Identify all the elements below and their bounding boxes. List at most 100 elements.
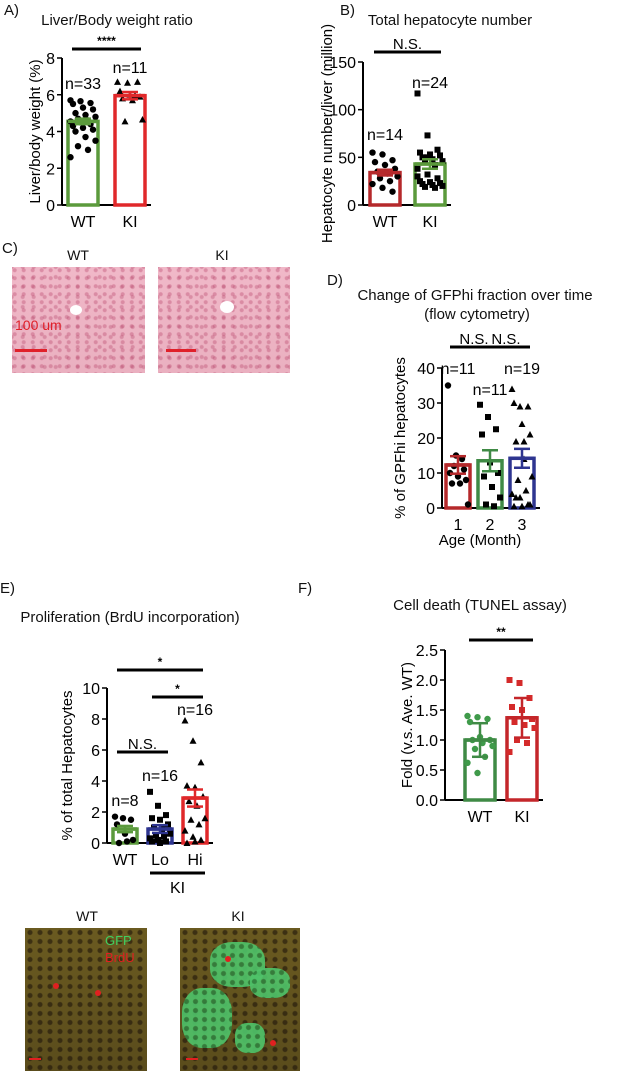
significance-label: * — [175, 682, 180, 696]
data-point — [157, 816, 163, 823]
y-tick-label: 30 — [417, 396, 435, 413]
data-point — [79, 124, 87, 132]
data-point — [69, 122, 77, 130]
data-point — [124, 79, 131, 86]
data-point — [414, 173, 421, 180]
data-point — [189, 833, 197, 840]
data-point — [439, 158, 446, 165]
series-ki: n=24 KI — [412, 75, 448, 231]
data-point — [485, 414, 491, 420]
data-point — [424, 132, 431, 139]
data-point — [89, 106, 97, 113]
y-tick-label: 10 — [82, 681, 100, 698]
panel-label-c: C) — [2, 240, 18, 257]
chart-e: 0 2 4 6 8 10 % of total Hepatocytes n=8 WT n=16 Lo… — [59, 655, 213, 897]
series-wt: n=33 WT — [65, 76, 101, 231]
y-tick-label: 2 — [46, 161, 55, 178]
data-point — [67, 154, 74, 161]
n-label: n=16 — [177, 702, 213, 719]
y-tick-label: 8 — [91, 712, 100, 729]
y-tick-label: 0.0 — [416, 793, 438, 810]
central-vein — [70, 305, 82, 315]
chart-f-title: Cell death (TUNEL assay) — [393, 597, 567, 614]
data-point — [201, 814, 209, 822]
data-point — [524, 403, 532, 410]
n-label: n=16 — [142, 768, 178, 785]
significance-label: N.S. — [128, 736, 157, 753]
y-tick-label: 2.0 — [416, 673, 438, 690]
n-label: n=14 — [367, 127, 403, 144]
series-wt: n=8 WT — [111, 793, 139, 869]
x-tick-label: KI — [122, 214, 137, 231]
data-point — [489, 742, 496, 750]
legend-brdu: BrdU — [105, 950, 135, 965]
y-tick-label: 20 — [417, 431, 435, 448]
data-point — [526, 431, 534, 438]
scale-bar — [29, 1058, 41, 1060]
brdu-nucleus — [53, 983, 59, 989]
data-point — [508, 385, 516, 392]
brdu-nucleus — [270, 1040, 276, 1046]
data-point — [82, 111, 89, 119]
x-tick-label: WT — [71, 214, 96, 231]
data-point — [189, 737, 197, 744]
data-point — [139, 116, 146, 123]
data-point — [477, 401, 483, 408]
data-point — [116, 87, 124, 95]
brdu-nucleus — [225, 956, 231, 962]
data-point — [191, 837, 199, 845]
data-point — [531, 725, 538, 731]
legend-gfp: GFP — [105, 933, 132, 948]
data-point — [422, 159, 428, 166]
data-point — [163, 812, 169, 819]
data-point — [185, 797, 193, 805]
y-axis-label: % of GPFhi hepatocytes — [392, 357, 409, 519]
data-point — [489, 484, 495, 490]
x-tick-label: WT — [468, 809, 493, 826]
data-point — [479, 431, 485, 438]
series-1: n=11 1 — [441, 361, 476, 534]
data-point — [381, 161, 389, 169]
data-point — [72, 128, 79, 135]
significance-label: * — [158, 655, 163, 669]
data-point — [521, 722, 528, 728]
n-label: n=11 — [113, 60, 148, 77]
data-point — [195, 820, 203, 828]
data-point — [183, 782, 191, 789]
significance-label: **** — [97, 34, 116, 48]
histology-wt-image: 100 um — [12, 267, 145, 373]
series-hi: n=16 Hi — [177, 702, 213, 869]
data-point — [79, 104, 87, 111]
data-point — [491, 503, 497, 510]
chart-a-title: Liver/Body weight ratio — [41, 12, 193, 29]
significance-label: N.S. — [491, 331, 520, 348]
data-point — [197, 836, 205, 843]
data-point — [187, 816, 195, 823]
data-point — [444, 382, 452, 389]
series-3: n=19 3 — [504, 361, 540, 534]
data-point — [510, 399, 518, 406]
data-point — [391, 165, 399, 172]
data-point — [183, 839, 191, 846]
y-tick-label: 0.5 — [416, 763, 438, 780]
chart-e-title: Proliferation (BrdU incorporation) — [20, 609, 240, 626]
data-point — [510, 502, 518, 510]
n-label: n=8 — [111, 793, 138, 810]
significance-label: ** — [496, 625, 506, 639]
data-point — [471, 745, 479, 753]
data-point — [464, 712, 471, 720]
panel-label-a: A) — [4, 2, 19, 19]
gfp-cluster — [235, 1023, 265, 1053]
data-point — [386, 177, 394, 185]
fluorescence-wt-image: GFP BrdU — [25, 928, 147, 1071]
data-point — [149, 838, 155, 845]
data-point — [417, 149, 423, 156]
y-tick-label: 0 — [46, 198, 55, 215]
y-tick-label: 100 — [329, 103, 356, 120]
data-point — [123, 838, 131, 845]
x-tick-label: WT — [373, 214, 398, 231]
data-point — [111, 813, 119, 820]
y-tick-label: 4 — [91, 774, 100, 791]
panel-label-b: B) — [340, 2, 355, 19]
